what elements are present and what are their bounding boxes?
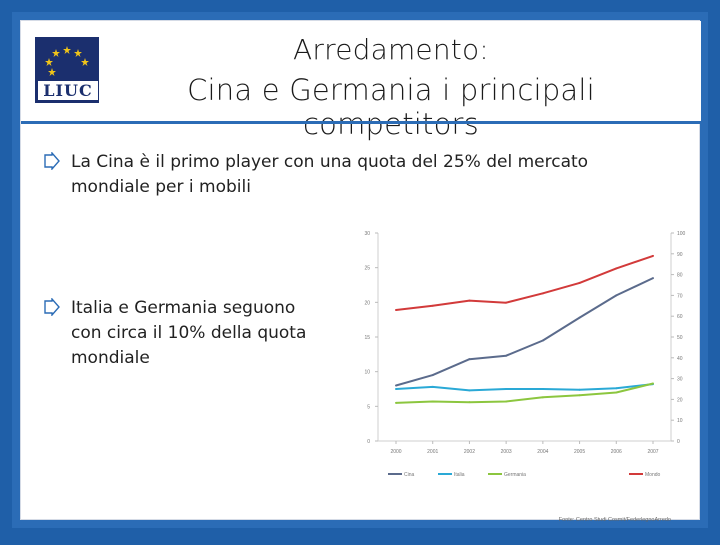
x-tick-label: 2005 [574, 449, 585, 455]
right-tick-label: 80 [677, 273, 683, 279]
x-tick-label: 2000 [390, 449, 401, 455]
right-tick-label: 20 [677, 397, 683, 403]
bullet-2-text: Italia e Germania seguono con circa il 1… [71, 298, 307, 368]
right-tick-label: 90 [677, 252, 683, 258]
data-point-mondo [652, 254, 654, 257]
data-point-germania [652, 382, 654, 385]
left-tick-label: 25 [364, 266, 370, 272]
data-point-mondo [505, 301, 508, 304]
data-point-italia [615, 387, 618, 390]
title-area: LIUC Arredamento: Cina e Germania i prin… [21, 21, 701, 141]
data-point-cina [652, 277, 654, 280]
legend-label-germania: Germania [504, 472, 526, 478]
arrow-bullet-icon [44, 298, 60, 316]
left-tick-label: 15 [364, 335, 370, 341]
data-point-mondo [431, 304, 434, 307]
left-tick-label: 20 [364, 300, 370, 306]
chart-source: Fonte: Centro Studi Cosmit/FederlegnoArr… [559, 517, 671, 523]
series-line-germania [395, 382, 654, 404]
data-point-cina [541, 339, 544, 342]
x-tick-label: 2004 [537, 449, 548, 455]
legend-label-italia: Italia [454, 472, 465, 478]
data-point-italia [541, 388, 544, 390]
legend-label-cina: Cina [404, 472, 415, 478]
slide-title-line1: Arredamento: [293, 33, 489, 66]
data-point-cina [395, 384, 397, 387]
bullet-1-text: La Cina è il primo player con una quota … [71, 152, 589, 197]
stars-icon [45, 46, 89, 76]
liuc-logo: LIUC [35, 37, 99, 103]
right-tick-label: 10 [677, 418, 683, 424]
logo-text: LIUC [38, 81, 98, 100]
data-point-italia [578, 388, 581, 391]
data-point-italia [468, 389, 471, 392]
data-point-italia [505, 388, 508, 390]
right-tick-label: 30 [677, 377, 683, 383]
x-tick-label: 2007 [647, 449, 658, 455]
series-line-mondo [395, 254, 654, 311]
data-point-cina [615, 294, 618, 297]
title-rule [21, 121, 701, 124]
arrow-bullet-icon [44, 152, 60, 170]
data-point-mondo [578, 281, 581, 284]
data-point-italia [431, 385, 434, 388]
right-tick-label: 60 [677, 314, 683, 320]
data-point-cina [578, 316, 581, 319]
data-point-germania [541, 396, 544, 399]
slide-title-line2: Cina e Germania i principali competitors [187, 73, 595, 141]
legend-label-mondo: Mondo [645, 472, 661, 478]
right-tick-label: 50 [677, 335, 683, 341]
data-point-mondo [615, 267, 618, 270]
x-tick-label: 2002 [464, 449, 475, 455]
data-point-mondo [468, 299, 471, 302]
data-point-germania [431, 400, 434, 403]
data-point-germania [505, 400, 508, 403]
series-line-italia [395, 383, 654, 392]
series-line-cina [395, 277, 654, 387]
data-point-mondo [395, 308, 397, 311]
data-point-germania [578, 394, 581, 397]
data-point-cina [431, 374, 434, 377]
chart-svg: 0 5 10 15 20 25 30 0 10 20 30 40 50 60 70 80 90 100 2000 20… [364, 231, 686, 523]
data-point-cina [468, 358, 471, 361]
right-tick-label: 100 [677, 231, 686, 237]
data-point-germania [468, 401, 471, 404]
right-tick-label: 0 [677, 439, 680, 445]
x-tick-label: 2006 [611, 449, 622, 455]
slide: LIUC Arredamento: Cina e Germania i prin… [20, 20, 701, 523]
x-tick-label: 2003 [501, 449, 512, 455]
left-tick-label: 0 [367, 439, 370, 445]
left-tick-label: 5 [367, 404, 370, 410]
x-tick-label: 2001 [427, 449, 438, 455]
data-point-germania [395, 401, 397, 404]
left-tick-label: 10 [364, 370, 370, 376]
left-tick-label: 30 [364, 231, 370, 237]
right-tick-label: 70 [677, 293, 683, 299]
line-chart: 0 5 10 15 20 25 30 0 10 20 30 40 50 60 70 80 90 100 2000 20… [346, 229, 701, 541]
data-point-germania [615, 391, 618, 394]
right-tick-label: 40 [677, 356, 683, 362]
data-point-cina [505, 354, 508, 357]
data-point-mondo [541, 292, 544, 295]
data-point-italia [395, 388, 397, 390]
